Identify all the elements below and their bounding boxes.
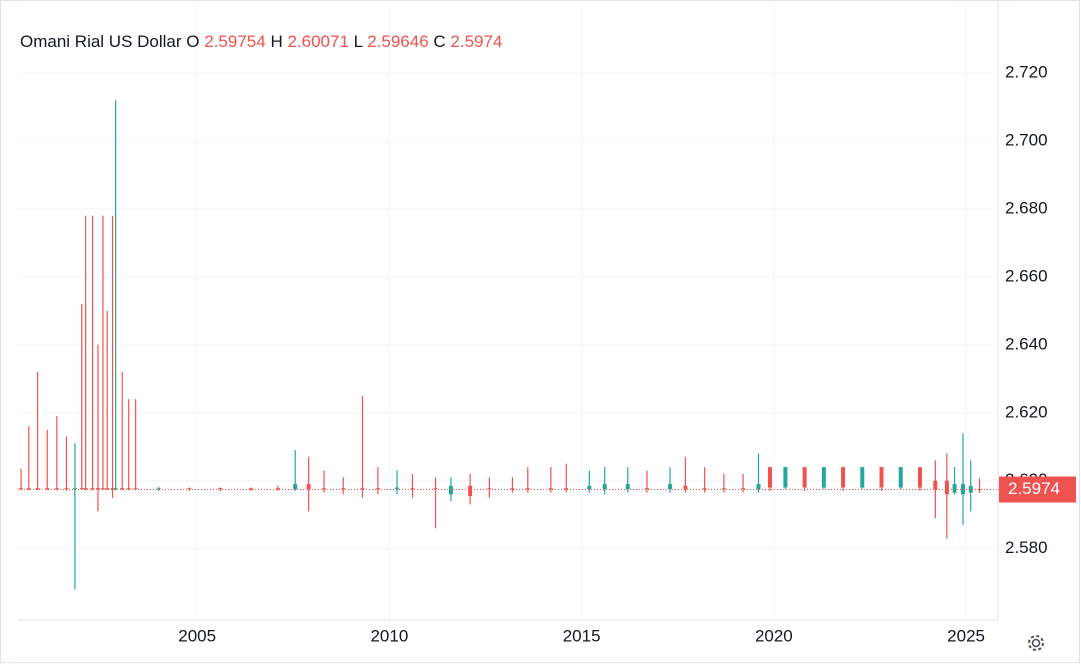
candle-body bbox=[126, 488, 131, 490]
legend-title: Omani Rial US Dollar bbox=[20, 32, 182, 51]
candle-body bbox=[625, 484, 630, 490]
x-tick-label: 2015 bbox=[563, 626, 601, 645]
candle-body bbox=[952, 484, 957, 493]
candle-body bbox=[448, 485, 453, 495]
candle-body bbox=[105, 488, 110, 490]
candle-body bbox=[306, 484, 311, 490]
candle-body bbox=[64, 488, 69, 490]
y-tick-label: 2.640 bbox=[1005, 334, 1048, 353]
candle-body bbox=[968, 485, 973, 493]
candle-body bbox=[275, 488, 280, 490]
candle-body bbox=[375, 488, 380, 490]
legend-field: L bbox=[354, 32, 363, 51]
x-tick-label: 2025 bbox=[947, 626, 985, 645]
legend-field: H bbox=[270, 32, 282, 51]
candles bbox=[18, 100, 998, 590]
candle-body bbox=[525, 488, 530, 490]
candle-body bbox=[19, 488, 24, 490]
candle-body bbox=[410, 488, 415, 490]
candle-body bbox=[433, 488, 438, 490]
candle-body bbox=[841, 467, 846, 488]
y-tick-label: 2.580 bbox=[1005, 538, 1048, 557]
candle-body bbox=[683, 485, 688, 490]
legend-value: 2.5974 bbox=[450, 32, 502, 51]
candle-body bbox=[293, 484, 298, 490]
candle-body bbox=[120, 488, 125, 490]
candle-body bbox=[72, 488, 77, 490]
candle-body bbox=[860, 467, 865, 488]
candle-body bbox=[802, 467, 807, 488]
candle-body bbox=[756, 484, 761, 490]
candle-body bbox=[100, 488, 105, 490]
candle-body bbox=[548, 488, 553, 490]
gear-hub bbox=[1031, 638, 1041, 648]
x-tick-label: 2010 bbox=[370, 626, 408, 645]
candle-body bbox=[917, 467, 922, 488]
last-price-box bbox=[999, 476, 1076, 503]
candle-body bbox=[187, 488, 192, 490]
y-tick-label: 2.720 bbox=[1005, 63, 1048, 82]
axis-labels: 2.5802.6002.6202.6402.6602.6802.7002.720… bbox=[178, 63, 1076, 645]
candle-body bbox=[218, 488, 223, 490]
candle-body bbox=[341, 488, 346, 490]
candle-body bbox=[821, 467, 826, 488]
y-tick-label: 2.700 bbox=[1005, 130, 1048, 149]
candle-body bbox=[510, 488, 515, 490]
y-tick-label: 2.620 bbox=[1005, 402, 1048, 421]
x-tick-label: 2005 bbox=[178, 626, 216, 645]
candle-body bbox=[602, 484, 607, 490]
candle-body bbox=[898, 467, 903, 488]
candle-body bbox=[26, 488, 31, 490]
y-tick-label: 2.680 bbox=[1005, 198, 1048, 217]
candle-body bbox=[977, 489, 982, 491]
candle-body bbox=[587, 485, 592, 490]
gear-teeth bbox=[1028, 635, 1044, 651]
legend-value: 2.59754 bbox=[204, 32, 265, 51]
candle-body bbox=[768, 467, 773, 488]
y-tick-label: 2.660 bbox=[1005, 266, 1048, 285]
candle-body bbox=[644, 488, 649, 490]
candle-body bbox=[45, 488, 50, 490]
candle-body bbox=[110, 488, 115, 490]
candle-body bbox=[944, 480, 949, 495]
candle-body bbox=[487, 488, 492, 490]
candle-body bbox=[95, 488, 100, 490]
candle-body bbox=[564, 488, 569, 490]
candle-body bbox=[702, 488, 707, 490]
candle-body bbox=[35, 488, 40, 490]
candle-body bbox=[468, 485, 473, 496]
candle-body bbox=[668, 484, 673, 490]
candle-body bbox=[83, 488, 88, 490]
settings-button[interactable] bbox=[1028, 635, 1044, 651]
legend: Omani Rial US Dollar O 2.59754 H 2.60071… bbox=[20, 32, 502, 51]
candle-body bbox=[113, 488, 118, 490]
x-tick-label: 2020 bbox=[755, 626, 793, 645]
candle-body bbox=[783, 467, 788, 488]
candle-body bbox=[741, 488, 746, 490]
legend-field: C bbox=[433, 32, 445, 51]
grid bbox=[18, 0, 998, 620]
candle-body bbox=[879, 467, 884, 488]
candle-body bbox=[360, 488, 365, 490]
candle-body bbox=[395, 487, 400, 490]
candle-body bbox=[90, 488, 95, 490]
candle-body bbox=[322, 488, 327, 490]
legend-field: O bbox=[186, 32, 199, 51]
candle-body bbox=[248, 488, 253, 490]
last-price-label: 2.5974 bbox=[1008, 479, 1060, 498]
candle-body bbox=[133, 488, 138, 490]
candle-body bbox=[156, 488, 161, 490]
legend-value: 2.60071 bbox=[287, 32, 348, 51]
candle-body bbox=[79, 488, 84, 490]
candle-body bbox=[721, 488, 726, 490]
candle-body bbox=[54, 488, 59, 490]
legend-value: 2.59646 bbox=[367, 32, 428, 51]
candle-body bbox=[933, 480, 938, 490]
